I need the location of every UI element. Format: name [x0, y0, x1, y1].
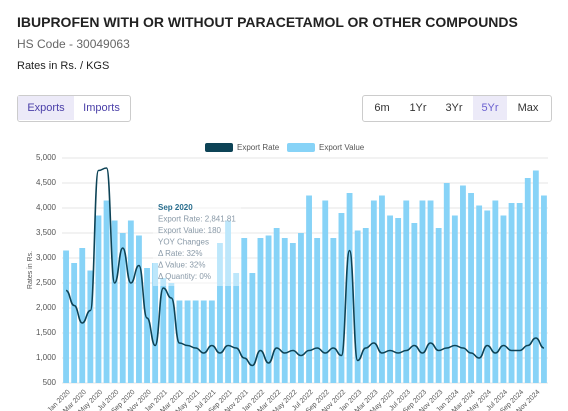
bar — [103, 200, 110, 383]
bar — [362, 228, 369, 383]
bar — [257, 238, 264, 383]
bar — [322, 200, 329, 383]
bar — [508, 203, 515, 383]
tooltip-text: Δ Quantity: 0% — [158, 272, 211, 281]
bar — [354, 230, 361, 383]
bar — [111, 220, 118, 383]
bar — [541, 195, 547, 383]
rates-label: Rates in Rs. / KGS — [17, 60, 110, 72]
bar — [476, 205, 483, 383]
bar — [468, 193, 474, 383]
range-group — [362, 95, 552, 122]
bar — [87, 270, 94, 383]
bar — [306, 195, 312, 383]
bar — [298, 233, 304, 383]
bar — [330, 238, 337, 383]
tooltip-text: Sep 2020 — [158, 203, 193, 212]
y-tick-label: 4,500 — [36, 178, 57, 187]
bar — [249, 273, 256, 383]
range-button[interactable]: 3Yr — [437, 96, 471, 120]
bar — [346, 193, 353, 383]
title: IBUPROFEN WITH OR WITHOUT PARACETAMOL OR… — [17, 14, 518, 30]
bar — [395, 218, 402, 383]
y-tick-label: 3,000 — [36, 253, 57, 262]
bar — [184, 300, 191, 383]
bar — [500, 215, 507, 383]
y-tick-label: 5,000 — [36, 153, 57, 162]
bar — [144, 268, 150, 383]
bar — [71, 263, 78, 383]
tooltip-text: Export Value: 180 — [158, 226, 222, 235]
bar — [225, 220, 231, 383]
bar — [160, 278, 167, 383]
tooltip-text: Δ Rate: 32% — [158, 249, 202, 258]
bar — [281, 238, 288, 383]
bar — [314, 238, 321, 383]
bar — [460, 185, 466, 383]
bar — [451, 215, 458, 383]
legend-label: Export Rate — [237, 143, 280, 152]
range-button[interactable]: Max — [510, 96, 546, 120]
bar — [443, 183, 450, 383]
y-tick-label: 1,000 — [36, 353, 57, 362]
bar — [217, 243, 223, 383]
bar — [289, 243, 296, 383]
range-button[interactable]: 1Yr — [401, 96, 435, 120]
legend-label: Export Value — [319, 143, 365, 152]
tab[interactable]: Imports — [74, 96, 129, 120]
bar — [403, 200, 410, 383]
tooltip-text: Δ Value: 32% — [158, 261, 205, 270]
bar — [411, 223, 418, 383]
bar — [152, 263, 159, 383]
tab-group — [17, 95, 131, 122]
bar — [524, 178, 531, 383]
bar — [370, 200, 377, 383]
bar — [338, 213, 345, 383]
bar — [419, 200, 426, 383]
bar — [484, 210, 491, 383]
y-tick-label: 4,000 — [36, 203, 57, 212]
bar — [532, 170, 539, 383]
bar — [273, 228, 280, 383]
bar — [208, 300, 215, 383]
bar — [168, 283, 175, 383]
bar — [387, 215, 393, 383]
legend-swatch — [205, 143, 233, 152]
bar — [176, 300, 183, 383]
bar — [435, 228, 442, 383]
bar — [119, 233, 126, 383]
rate-line — [65, 167, 545, 367]
bar — [192, 300, 199, 383]
bar — [427, 200, 434, 383]
bar — [492, 200, 499, 383]
bar — [265, 235, 272, 383]
hs-code: HS Code - 30049063 — [17, 37, 130, 51]
tooltip-text: Export Rate: 2,841.81 — [158, 215, 236, 224]
bar — [79, 248, 86, 383]
legend-swatch — [287, 143, 315, 152]
range-button[interactable]: 5Yr — [473, 96, 507, 120]
y-tick-label: 3,500 — [36, 228, 57, 237]
y-tick-label: 1,500 — [36, 328, 57, 337]
y-tick-label: 2,000 — [36, 303, 57, 312]
bar — [63, 250, 69, 383]
bar — [379, 195, 385, 383]
tab[interactable]: Exports — [18, 96, 74, 120]
y-tick-label: 500 — [43, 378, 57, 387]
bar — [241, 238, 248, 383]
bar — [516, 203, 523, 383]
bar — [233, 273, 240, 383]
tooltip — [153, 200, 241, 286]
bar — [95, 215, 102, 383]
tooltip-text: YOY Changes — [158, 238, 209, 247]
y-axis-label: Rates in Rs. — [27, 251, 34, 289]
bar — [200, 300, 207, 383]
range-button[interactable]: 6m — [365, 96, 399, 120]
y-tick-label: 2,500 — [36, 278, 57, 287]
bar — [127, 220, 134, 383]
bar — [136, 235, 142, 383]
